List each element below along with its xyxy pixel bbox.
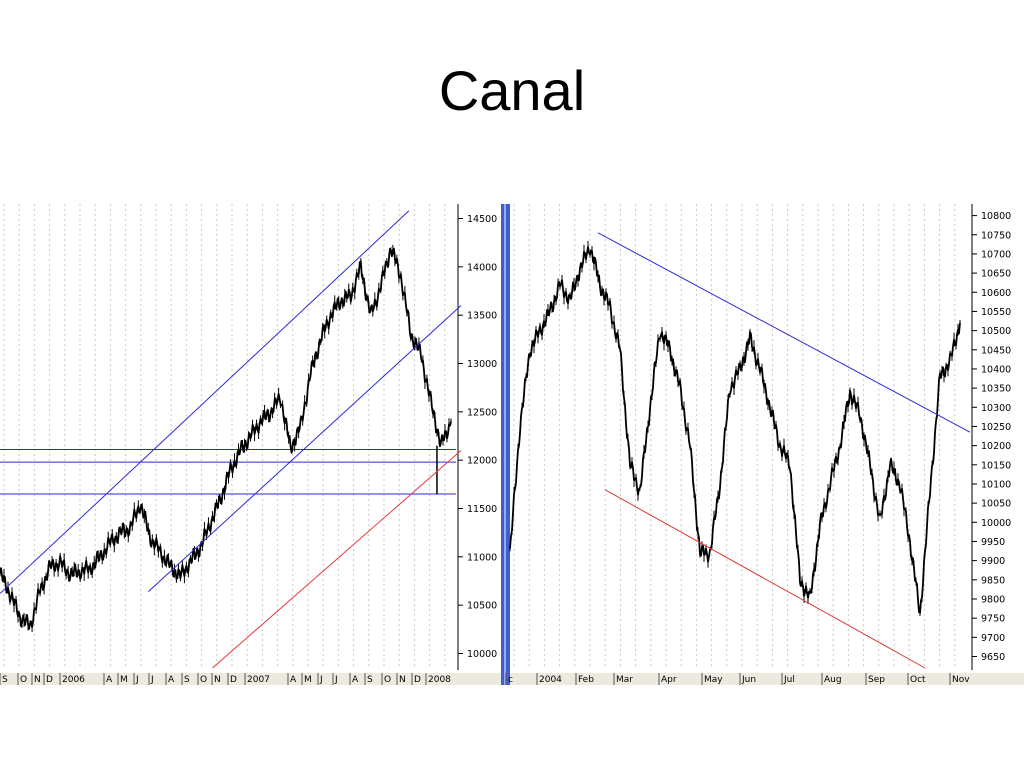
y-tick-label: 10500	[467, 601, 497, 612]
x-tick-label: Sep	[868, 675, 885, 685]
x-tick-label: A	[168, 675, 175, 685]
x-tick-label: M	[120, 675, 128, 685]
y-tick-label: 10350	[981, 384, 1011, 395]
x-tick-label: A	[106, 675, 113, 685]
x-tick-label: 2007	[247, 675, 270, 685]
x-tick-label: 2004	[539, 675, 562, 685]
x-tick-label: J	[150, 675, 154, 685]
y-tick-label: 10800	[981, 211, 1011, 222]
trendline-channel-upper	[0, 210, 410, 594]
grid	[513, 204, 956, 666]
x-tick-label: Feb	[578, 675, 594, 685]
x-tick-label: J	[319, 675, 323, 685]
y-tick-label: 9900	[981, 556, 1005, 567]
x-tick-label: J	[334, 675, 338, 685]
y-tick-label: 10550	[981, 307, 1011, 318]
x-tick-label: A	[352, 675, 359, 685]
x-tick-label: N	[214, 675, 221, 685]
y-tick-label: 10150	[981, 460, 1011, 471]
trendline-support-red	[604, 489, 926, 669]
y-tick-label: 11000	[467, 552, 497, 563]
y-tick-label: 9850	[981, 575, 1005, 586]
y-tick-label: 10500	[981, 326, 1011, 337]
x-tick-label: 2006	[62, 675, 85, 685]
y-tick-label: 14000	[467, 262, 497, 273]
y-tick-label: 10600	[981, 288, 1011, 299]
y-tick-label: 14500	[467, 214, 497, 225]
x-tick-label: May	[704, 675, 723, 685]
y-tick-label: 9950	[981, 537, 1005, 548]
x-tick-label: Mar	[616, 675, 633, 685]
price-line	[0, 247, 452, 630]
y-tick-label: 10650	[981, 269, 1011, 280]
x-tick-label: Jun	[741, 675, 756, 685]
x-tick-label: c	[508, 675, 513, 685]
trendline-resistance-blue	[597, 232, 971, 433]
price-series	[0, 244, 452, 633]
x-tick-label: Apr	[661, 675, 677, 685]
y-tick-label: 9700	[981, 633, 1005, 644]
trendline-support-red	[212, 450, 462, 669]
x-tick-label: O	[20, 675, 27, 685]
y-tick-label: 12500	[467, 407, 497, 418]
x-tick-label: J	[135, 675, 139, 685]
time-axis-strip	[0, 673, 1024, 685]
x-tick-label: Jul	[783, 675, 795, 685]
y-tick-label: 10000	[467, 649, 497, 660]
x-tick-label: O	[200, 675, 207, 685]
y-tick-label: 9650	[981, 652, 1005, 663]
x-tick-label: S	[2, 675, 8, 685]
y-tick-label: 10750	[981, 230, 1011, 241]
y-tick-label: 11500	[467, 504, 497, 515]
x-tick-label: 2008	[428, 675, 451, 685]
chart-left: 10000 10500 11000 11500 12000 12500 13000 13500…	[0, 204, 497, 685]
y-tick-label: 10300	[981, 403, 1011, 414]
x-tick-label: A	[290, 675, 297, 685]
chart-divider-highlight	[504, 204, 506, 685]
slide-title: Canal	[438, 59, 586, 122]
y-tick-label: 9800	[981, 594, 1005, 605]
y-tick-label: 10400	[981, 364, 1011, 375]
x-tick-label: O	[384, 675, 391, 685]
grid	[3, 204, 446, 666]
x-tick-label: Oct	[910, 675, 926, 685]
y-tick-label: 10450	[981, 345, 1011, 356]
x-tick-label: D	[414, 675, 421, 685]
y-tick-label: 10700	[981, 249, 1011, 260]
x-tick-label: S	[184, 675, 190, 685]
y-tick-label: 13000	[467, 359, 497, 370]
y-tick-label: 9750	[981, 614, 1005, 625]
x-tick-label: D	[230, 675, 237, 685]
y-tick-label: 13500	[467, 311, 497, 322]
x-tick-label: D	[46, 675, 53, 685]
x-tick-label: Nov	[952, 675, 970, 685]
y-tick-label: 10000	[981, 518, 1011, 529]
x-tick-label: N	[399, 675, 406, 685]
price-series	[509, 240, 961, 617]
x-tick-label: N	[34, 675, 41, 685]
y-tick-label: 10250	[981, 422, 1011, 433]
x-tick-label: S	[367, 675, 373, 685]
chart-right: 9650 9700 9750 9800 9850 9900 9950 10000 10050 10…	[505, 204, 1011, 685]
x-tick-label: Aug	[824, 675, 842, 685]
price-line	[509, 245, 961, 614]
y-tick-label: 10050	[981, 499, 1011, 510]
trendline-channel-lower	[147, 305, 462, 593]
y-tick-label: 10200	[981, 441, 1011, 452]
y-tick-label: 10100	[981, 479, 1011, 490]
x-tick-label: M	[304, 675, 312, 685]
y-tick-label: 12000	[467, 456, 497, 467]
